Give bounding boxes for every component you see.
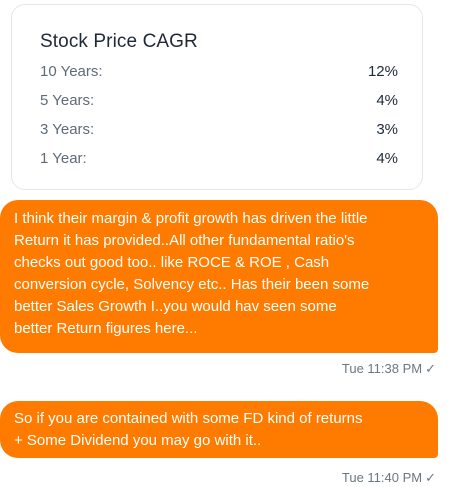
cagr-label: 1 Year: xyxy=(40,150,87,167)
single-check-icon: ✓ xyxy=(425,470,436,485)
cagr-label: 10 Years: xyxy=(40,63,103,80)
message-text-line: Return it has provided..All other fundam… xyxy=(14,232,355,249)
cagr-value: 3% xyxy=(376,121,398,138)
timestamp-text: Tue 11:40 PM xyxy=(341,470,423,485)
cagr-value: 4% xyxy=(376,150,398,167)
message-timestamp: Tue 11:38 PM ✓ xyxy=(342,361,436,377)
message-text-line: checks out good too.. like ROCE & ROE , … xyxy=(14,254,330,271)
cagr-row-10-years: 10 Years: 12% xyxy=(40,63,398,83)
cagr-label: 3 Years: xyxy=(40,121,95,138)
message-text-line: conversion cycle, Solvency etc.. Has the… xyxy=(14,276,370,293)
timestamp-text: Tue 11:38 PM xyxy=(341,361,423,376)
cagr-value: 4% xyxy=(376,92,398,109)
single-check-icon: ✓ xyxy=(425,361,436,376)
message-text-line: better Sales Growth I..you would hav see… xyxy=(14,298,337,315)
cagr-row-1-year: 1 Year: 4% xyxy=(40,150,398,170)
message-timestamp: Tue 11:40 PM ✓ xyxy=(342,470,436,486)
stock-price-cagr-card[interactable]: Stock Price CAGR 10 Years: 12% 5 Years: … xyxy=(11,4,423,190)
cagr-value: 12% xyxy=(367,63,398,80)
message-text-line: + Some Dividend you may go with it.. xyxy=(14,432,262,449)
message-text-line: So if you are contained with some FD kin… xyxy=(14,410,363,427)
cagr-label: 5 Years: xyxy=(40,92,95,109)
message-text-line: I think their margin & profit growth has… xyxy=(14,210,368,227)
message-text-line: better Return figures here... xyxy=(14,320,198,337)
message-bubble[interactable]: I think their margin & profit growth has… xyxy=(0,200,438,353)
cagr-row-3-years: 3 Years: 3% xyxy=(40,121,398,141)
message-bubble[interactable]: So if you are contained with some FD kin… xyxy=(0,401,438,458)
cagr-row-5-years: 5 Years: 4% xyxy=(40,92,398,112)
card-title: Stock Price CAGR xyxy=(40,31,198,52)
